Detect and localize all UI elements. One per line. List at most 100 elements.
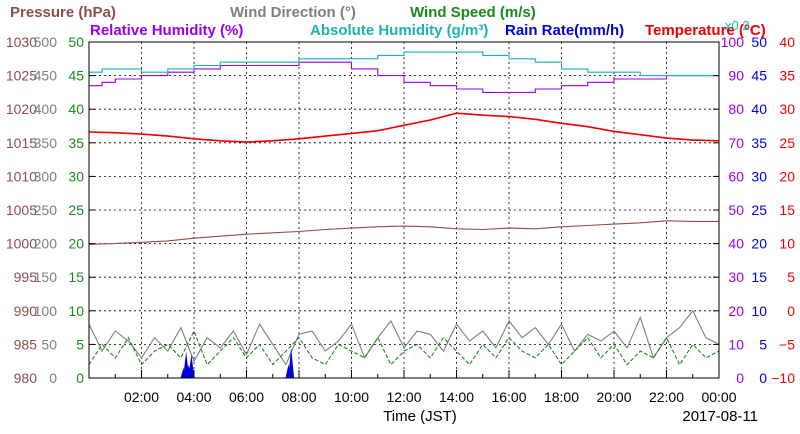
tick-label-wind-speed: 35 <box>68 135 84 151</box>
scale-note: x0.2 <box>725 18 750 33</box>
left-axes: 9809859909951000100510101015102010251030… <box>6 34 95 386</box>
tick-label-humidity: 90 <box>728 68 744 84</box>
series-layer <box>88 51 720 378</box>
x-tick-label: 04:00 <box>176 389 211 405</box>
tick-label-wind-direction: 350 <box>34 135 58 151</box>
date-label: 2017-08-11 <box>682 408 758 425</box>
rain-rate-bar <box>188 354 195 378</box>
tick-label-wind-direction: 500 <box>34 34 58 50</box>
tick-label-wind-direction: 100 <box>34 303 58 319</box>
tick-label-wind-direction: 250 <box>34 202 58 218</box>
tick-label-rain-rate: 0 <box>759 370 767 386</box>
tick-label-wind-speed: 45 <box>68 68 84 84</box>
tick-label-temperature: 20 <box>779 168 795 184</box>
tick-label-wind-speed: 10 <box>68 303 84 319</box>
tick-label-rain-rate: 20 <box>751 236 767 252</box>
tick-label-temperature: 0 <box>787 303 795 319</box>
tick-label-pressure: 1000 <box>6 236 37 252</box>
rain-rate-bar <box>288 347 295 378</box>
tick-label-pressure: 990 <box>14 303 38 319</box>
tick-label-pressure: 1020 <box>6 101 37 117</box>
tick-label-humidity: 30 <box>728 269 744 285</box>
tick-label-rain-rate: 30 <box>751 168 767 184</box>
tick-label-wind-direction: 200 <box>34 236 58 252</box>
tick-label-wind-speed: 40 <box>68 101 84 117</box>
x-tick-label: 08:00 <box>281 389 316 405</box>
tick-label-rain-rate: 5 <box>759 336 767 352</box>
tick-label-humidity: 70 <box>728 135 744 151</box>
tick-label-temperature: 10 <box>779 236 795 252</box>
tick-label-wind-speed: 5 <box>76 336 84 352</box>
x-tick-label: 22:00 <box>649 389 684 405</box>
abs-humidity-scale-note: x0.2 <box>725 18 750 33</box>
x-tick-label: 10:00 <box>334 389 369 405</box>
tick-label-wind-speed: 0 <box>76 370 84 386</box>
tick-label-pressure: 1015 <box>6 135 37 151</box>
legend-entry: Rain Rate(mm/h) <box>505 22 624 39</box>
tick-label-pressure: 1025 <box>6 68 37 84</box>
tick-label-wind-direction: 400 <box>34 101 58 117</box>
series-relative-humidity <box>89 61 719 93</box>
series-absolute-humidity-g-m <box>89 51 719 77</box>
tick-label-humidity: 50 <box>728 202 744 218</box>
series-pressure-hpa <box>88 220 719 245</box>
tick-label-rain-rate: 35 <box>751 135 767 151</box>
tick-label-humidity: 20 <box>728 303 744 319</box>
tick-label-temperature: 15 <box>779 202 795 218</box>
x-tick-label: 18:00 <box>544 389 579 405</box>
tick-label-pressure: 1030 <box>6 34 37 50</box>
x-axis: 02:00 04:00 06:00 08:00 10:00 12:00 14:00 16:00… <box>114 370 737 405</box>
tick-label-rain-rate: 25 <box>751 202 767 218</box>
tick-label-pressure: 995 <box>14 269 38 285</box>
x-tick-label: 06:00 <box>229 389 264 405</box>
tick-label-rain-rate: 15 <box>751 269 767 285</box>
legend-entry: Wind Direction (°) <box>230 4 356 21</box>
tick-label-humidity: 40 <box>728 236 744 252</box>
tick-label-temperature: −10 <box>771 370 795 386</box>
tick-label-temperature: −5 <box>779 336 795 352</box>
tick-label-temperature: 5 <box>787 269 795 285</box>
tick-label-wind-speed: 50 <box>68 34 84 50</box>
tick-label-pressure: 980 <box>14 370 38 386</box>
x-tick-label: 00:00 <box>701 389 736 405</box>
tick-label-humidity: 10 <box>728 336 744 352</box>
tick-label-rain-rate: 40 <box>751 101 767 117</box>
tick-label-wind-direction: 0 <box>49 370 57 386</box>
legend-entry: Absolute Humidity (g/m³) <box>310 22 488 39</box>
tick-label-rain-rate: 50 <box>751 34 767 50</box>
legend-entry: Relative Humidity (%) <box>90 22 243 39</box>
tick-label-temperature: 25 <box>779 135 795 151</box>
tick-label-pressure: 1005 <box>6 202 37 218</box>
tick-label-wind-speed: 30 <box>68 168 84 184</box>
series-wind-speed-m-s <box>88 329 720 366</box>
tick-label-temperature: 35 <box>779 68 795 84</box>
tick-label-wind-direction: 450 <box>34 68 58 84</box>
legend-entry: Temperature (°C) <box>645 22 766 39</box>
x-axis-label: Time (JST) <box>383 408 457 425</box>
tick-label-pressure: 985 <box>14 336 38 352</box>
x-tick-label: 14:00 <box>439 389 474 405</box>
tick-label-temperature: 40 <box>779 34 795 50</box>
tick-label-wind-direction: 300 <box>34 168 58 184</box>
x-tick-label: 12:00 <box>386 389 421 405</box>
tick-label-pressure: 1010 <box>6 168 37 184</box>
series-wind-direction <box>88 309 720 366</box>
tick-label-humidity: 0 <box>736 370 744 386</box>
x-tick-label: 20:00 <box>596 389 631 405</box>
tick-label-rain-rate: 45 <box>751 68 767 84</box>
plot-grid <box>89 42 719 378</box>
right-axes: 0102030405060708090100051015202530354045… <box>713 34 795 386</box>
tick-label-humidity: 80 <box>728 101 744 117</box>
tick-label-wind-speed: 20 <box>68 236 84 252</box>
tick-label-rain-rate: 10 <box>751 303 767 319</box>
tick-label-wind-speed: 15 <box>68 269 84 285</box>
tick-label-wind-direction: 150 <box>34 269 58 285</box>
x-tick-label: 02:00 <box>124 389 159 405</box>
x-tick-label: 16:00 <box>491 389 526 405</box>
series-temperature-c <box>88 112 720 143</box>
legend-entry: Pressure (hPa) <box>10 4 116 21</box>
tick-label-wind-direction: 50 <box>41 336 57 352</box>
tick-label-humidity: 60 <box>728 168 744 184</box>
tick-label-wind-speed: 25 <box>68 202 84 218</box>
